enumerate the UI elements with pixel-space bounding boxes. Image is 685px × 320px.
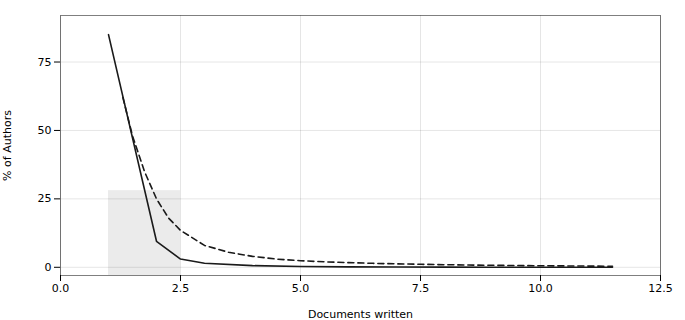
svg-text:0.0: 0.0 [52,282,70,295]
svg-text:75: 75 [38,56,52,69]
svg-text:50: 50 [38,124,52,137]
svg-text:% of Authors: % of Authors [1,110,14,181]
svg-text:12.5: 12.5 [648,282,673,295]
svg-text:2.5: 2.5 [172,282,190,295]
svg-text:7.5: 7.5 [412,282,430,295]
svg-text:0: 0 [45,261,52,274]
svg-text:Documents written: Documents written [308,308,413,320]
svg-text:10.0: 10.0 [528,282,553,295]
svg-text:25: 25 [38,192,52,205]
svg-text:5.0: 5.0 [292,282,310,295]
